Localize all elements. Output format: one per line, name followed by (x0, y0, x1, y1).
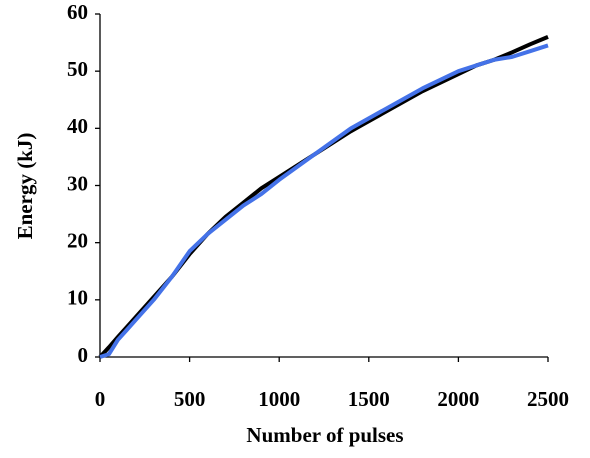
data-line (99, 43, 549, 359)
x-tick-label: 0 (95, 387, 106, 411)
x-tick-label: 1000 (258, 387, 300, 411)
y-tick-label: 30 (67, 171, 88, 195)
data-line (98, 35, 549, 359)
x-axis-label: Number of pulses (246, 423, 403, 447)
x-tick-label: 2000 (437, 387, 479, 411)
y-tick-label: 20 (67, 228, 88, 252)
x-tick-label: 500 (174, 387, 206, 411)
x-tick-label: 2500 (527, 387, 569, 411)
y-tick-label: 40 (67, 114, 88, 138)
y-tick-label: 10 (67, 286, 88, 310)
y-tick-label: 60 (67, 0, 88, 24)
y-tick-label: 0 (78, 343, 89, 367)
y-tick-label: 50 (67, 57, 88, 81)
x-tick-label: 1500 (348, 387, 390, 411)
y-axis-label: Energy (kJ) (13, 133, 37, 240)
